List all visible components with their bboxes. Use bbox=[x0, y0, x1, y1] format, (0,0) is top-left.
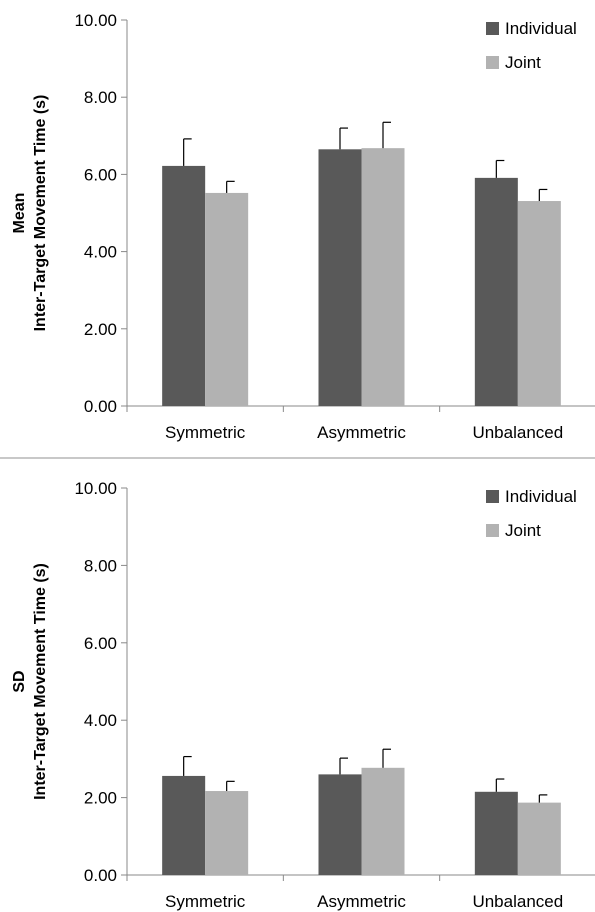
bar-joint bbox=[205, 791, 249, 875]
mean-chart-panel: 0.00 2.00 4.00 6.00 8.00 10.00 Symmetric Asymme… bbox=[11, 11, 595, 442]
y-tick-label: 8.00 bbox=[84, 88, 117, 107]
bar-joint bbox=[517, 201, 561, 406]
y-tick-label: 8.00 bbox=[84, 556, 117, 575]
legend-swatch-joint bbox=[486, 56, 499, 69]
y-tick-label: 2.00 bbox=[84, 320, 117, 339]
bar-joint bbox=[517, 802, 561, 875]
x-tick-label: Unbalanced bbox=[472, 423, 563, 442]
y-axis-label-line: Inter-Target Movement Time (s) bbox=[32, 563, 49, 800]
bar-individual bbox=[474, 791, 518, 875]
x-tick-label: Unbalanced bbox=[472, 892, 563, 911]
x-tick-label: Symmetric bbox=[165, 892, 246, 911]
x-tick-label: Symmetric bbox=[165, 423, 246, 442]
y-axis-label-line: Mean bbox=[11, 193, 28, 234]
bar-joint bbox=[205, 192, 249, 406]
y-axis-label: SD Inter-Target Movement Time (s) bbox=[11, 563, 49, 800]
y-axis-label: Mean Inter-Target Movement Time (s) bbox=[11, 95, 49, 332]
bar-individual bbox=[162, 775, 206, 875]
y-tick-label: 2.00 bbox=[84, 789, 117, 808]
y-tick-label: 0.00 bbox=[84, 866, 117, 885]
y-axis-label-line: Inter-Target Movement Time (s) bbox=[32, 95, 49, 332]
bar-individual bbox=[474, 177, 518, 406]
y-tick-label: 0.00 bbox=[84, 397, 117, 416]
legend-swatch-individual bbox=[486, 22, 499, 35]
y-tick-label: 10.00 bbox=[74, 479, 117, 498]
legend-label: Joint bbox=[505, 53, 541, 72]
bar-individual bbox=[318, 774, 362, 875]
legend-label: Individual bbox=[505, 487, 577, 506]
y-tick-label: 4.00 bbox=[84, 711, 117, 730]
sd-chart-panel: 0.00 2.00 4.00 6.00 8.00 10.00 Symmetric Asymme… bbox=[0, 458, 595, 912]
legend-label: Joint bbox=[505, 521, 541, 540]
bar-chart-0: 0.00 2.00 4.00 6.00 8.00 10.00 Symmetric Asymme… bbox=[11, 11, 595, 442]
y-tick-label: 10.00 bbox=[74, 11, 117, 30]
y-axis-label-line: SD bbox=[11, 670, 28, 692]
y-tick-label: 6.00 bbox=[84, 165, 117, 184]
bar-individual bbox=[318, 149, 362, 406]
legend-label: Individual bbox=[505, 19, 577, 38]
bar-joint bbox=[361, 767, 405, 875]
x-tick-label: Asymmetric bbox=[317, 892, 406, 911]
legend-swatch-individual bbox=[486, 490, 499, 503]
bar-chart-1: 0.00 2.00 4.00 6.00 8.00 10.00 Symmetric Asymme… bbox=[11, 479, 595, 911]
x-tick-label: Asymmetric bbox=[317, 423, 406, 442]
legend-swatch-joint bbox=[486, 524, 499, 537]
y-tick-label: 6.00 bbox=[84, 634, 117, 653]
bar-joint bbox=[361, 148, 405, 407]
bar-individual bbox=[162, 165, 206, 406]
y-tick-label: 4.00 bbox=[84, 243, 117, 262]
panel-divider bbox=[0, 457, 595, 459]
